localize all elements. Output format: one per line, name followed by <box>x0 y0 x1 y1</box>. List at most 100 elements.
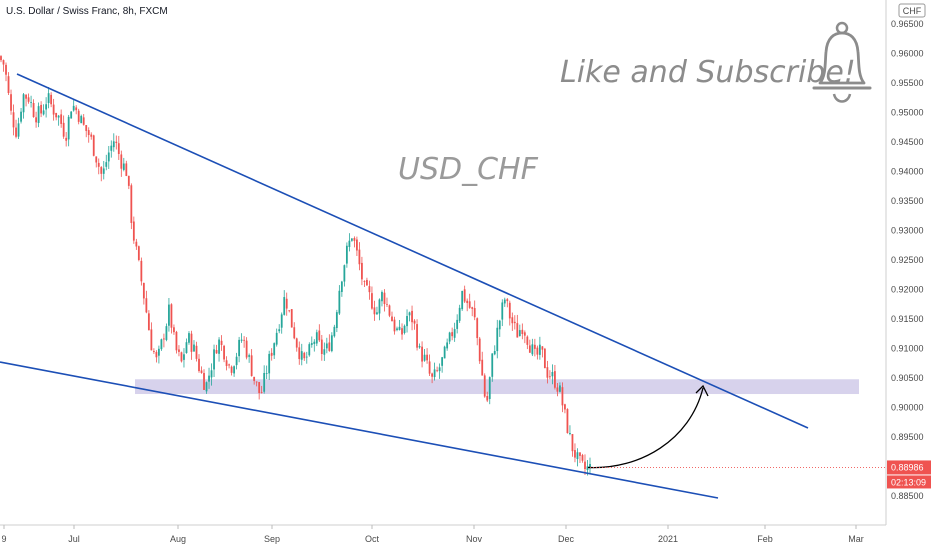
y-tick-label: 0.95000 <box>891 107 924 117</box>
candle-body <box>368 286 371 293</box>
candle-body <box>10 94 12 111</box>
candle-body <box>30 102 32 103</box>
x-tick-label: Feb <box>757 534 773 544</box>
candle-body <box>145 298 148 313</box>
candle-body <box>363 281 366 282</box>
candle-body <box>248 355 251 357</box>
candle-body <box>338 290 341 314</box>
symbol-title: U.S. Dollar / Swiss Franc, 8h, FXCM <box>6 6 168 17</box>
candle-body <box>461 290 464 310</box>
candle-body <box>155 352 158 358</box>
candle-body <box>210 370 213 378</box>
candle-body <box>318 330 321 341</box>
candle-body <box>569 433 571 434</box>
candle-body <box>538 344 541 355</box>
candle-body <box>453 329 456 338</box>
candle-body <box>496 327 499 352</box>
last-price-label: 0.88986 <box>891 462 924 472</box>
candle-body <box>260 392 263 394</box>
candle-body <box>77 110 80 122</box>
candle-body <box>165 326 168 340</box>
candle-body <box>255 381 258 383</box>
candle-body <box>488 377 491 399</box>
candle-body <box>361 262 363 280</box>
candle-body <box>310 343 313 345</box>
upper-trendline <box>16 73 809 429</box>
candle-body <box>388 305 391 316</box>
candle-body <box>516 323 519 338</box>
candle-body <box>250 355 253 377</box>
candle-body <box>356 239 358 251</box>
candle-body <box>245 340 248 358</box>
candle-body <box>170 304 173 328</box>
candle-body <box>406 316 408 327</box>
candle-body <box>295 338 298 348</box>
candle-body <box>238 339 241 357</box>
currency-badge-label: CHF <box>903 6 922 16</box>
candle-body <box>225 360 228 366</box>
watermark-text: USD_CHF <box>398 152 538 187</box>
candle-body <box>17 123 20 137</box>
candle-body <box>554 371 556 388</box>
candle-body <box>328 342 331 351</box>
candle-body <box>523 332 526 336</box>
candle-body <box>503 299 506 304</box>
candle-body <box>15 127 17 137</box>
candle-body <box>270 352 273 356</box>
candle-body <box>508 302 511 319</box>
candle-body <box>223 345 225 360</box>
candle-body <box>383 292 386 305</box>
candle-body <box>441 357 444 366</box>
candle-body <box>150 329 153 351</box>
candle-body <box>178 349 180 352</box>
candle-body <box>5 64 7 75</box>
x-tick-label: Dec <box>558 534 575 544</box>
x-tick-label: 2021 <box>658 534 678 544</box>
candle-body <box>571 434 574 452</box>
candle-body <box>421 346 423 362</box>
y-tick-label: 0.93500 <box>891 196 924 206</box>
candle-body <box>345 245 348 264</box>
support-zone <box>135 379 859 395</box>
candle-body <box>371 293 373 309</box>
candle-body <box>105 162 108 167</box>
candle-body <box>230 366 233 373</box>
candle-body <box>491 353 494 377</box>
candle-body <box>183 354 185 360</box>
candle-body <box>37 106 40 123</box>
y-tick-label: 0.93000 <box>891 225 924 235</box>
candle-body <box>233 366 235 374</box>
candle-body <box>285 298 288 309</box>
candle-body <box>579 452 581 456</box>
candle-body <box>55 112 58 118</box>
candle-body <box>589 463 591 468</box>
candle-body <box>175 331 178 351</box>
candle-body <box>27 97 30 102</box>
candle-body <box>268 353 271 374</box>
candle-body <box>218 339 220 354</box>
candle-body <box>513 321 516 324</box>
candle-body <box>333 326 336 337</box>
candle-body <box>426 354 428 361</box>
candle-body <box>190 333 193 352</box>
x-tick-label: Oct <box>365 534 380 544</box>
candle-body <box>551 371 554 377</box>
y-tick-label: 0.96500 <box>891 19 924 29</box>
y-tick-label: 0.94500 <box>891 137 924 147</box>
candle-body <box>401 328 403 335</box>
candle-body <box>90 134 93 137</box>
candle-body <box>543 348 546 369</box>
candle-body <box>112 141 115 148</box>
candle-body <box>168 304 170 326</box>
candle-body <box>253 376 256 381</box>
candle-body <box>566 409 569 434</box>
candle-body <box>473 308 476 318</box>
candle-body <box>348 240 351 248</box>
candle-body <box>125 163 128 176</box>
candle-body <box>335 312 338 329</box>
y-tick-label: 0.92000 <box>891 285 924 295</box>
y-tick-label: 0.96000 <box>891 48 924 58</box>
